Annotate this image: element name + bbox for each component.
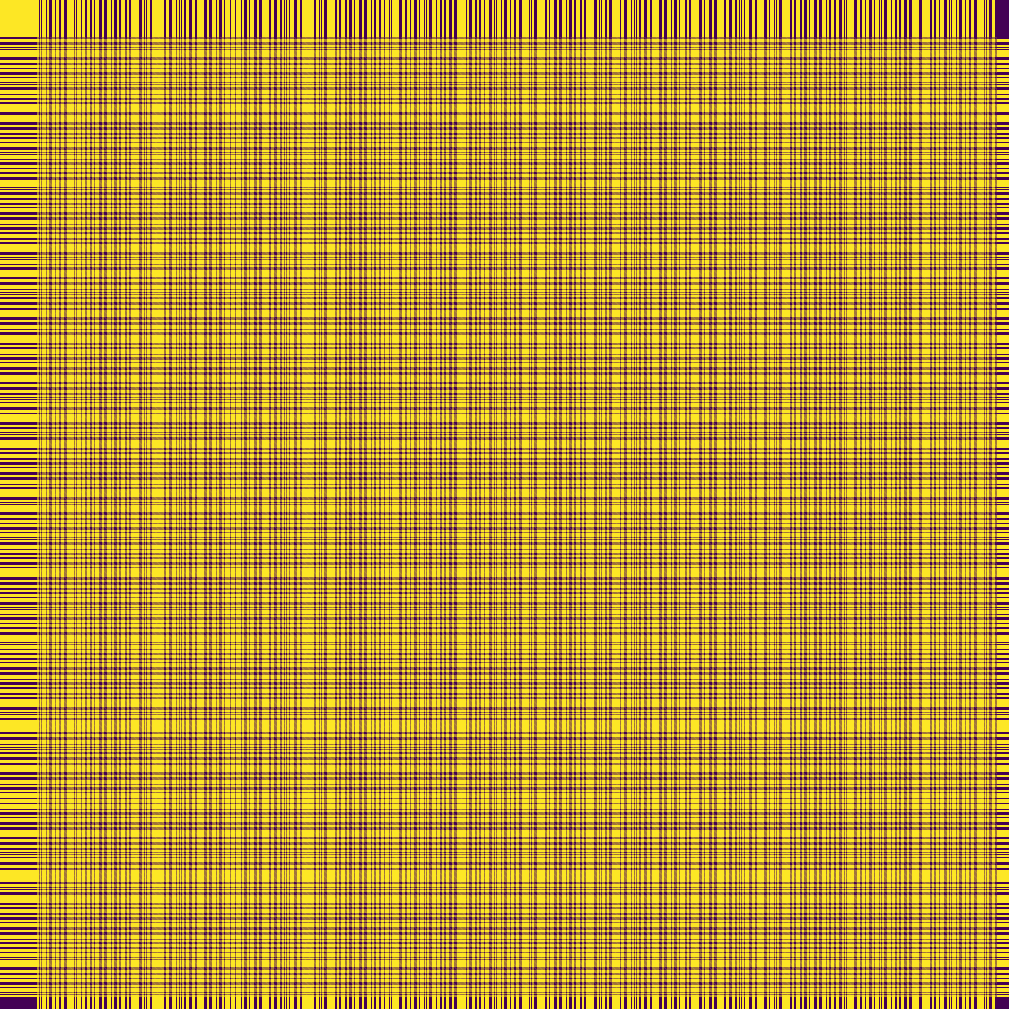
bottom-band <box>37 997 997 1009</box>
diagonal-texture <box>37 37 997 997</box>
row-pattern <box>37 37 997 997</box>
right-band <box>997 37 1009 997</box>
matrix-body <box>37 37 997 997</box>
left-band <box>0 37 37 997</box>
corner-cell <box>0 0 37 37</box>
top-band <box>37 0 997 37</box>
